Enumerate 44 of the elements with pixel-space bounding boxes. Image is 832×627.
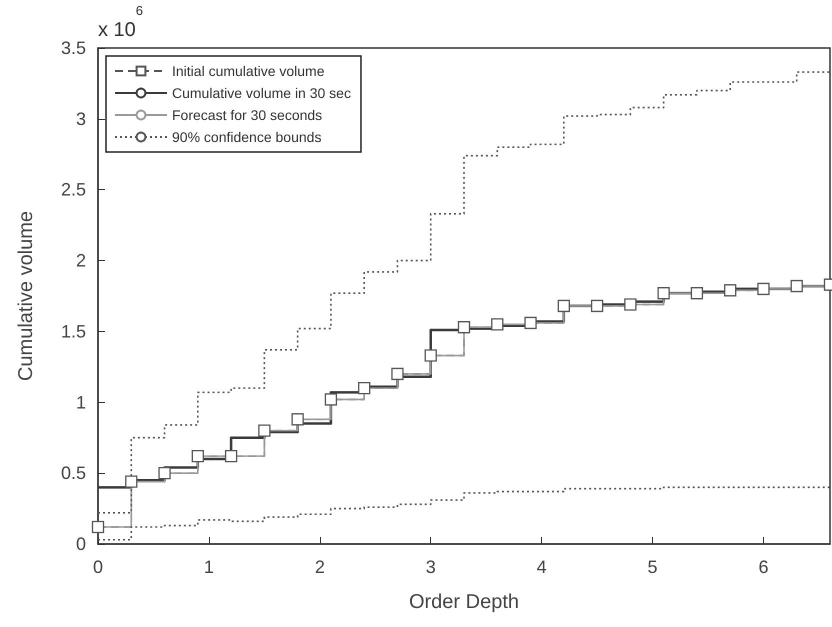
- point: [624, 298, 637, 311]
- y-axis-title: Cumulative volume: [15, 210, 37, 382]
- point: [358, 382, 370, 394]
- point: [291, 413, 304, 426]
- y-tick-label: 3.5: [60, 38, 86, 58]
- point: [158, 466, 171, 480]
- y-tick-label: 2: [76, 250, 86, 271]
- point: [690, 287, 704, 300]
- point: [790, 280, 803, 292]
- y-tick-label: 0.5: [60, 463, 86, 484]
- legend-label: Initial cumulative volume: [172, 63, 325, 79]
- legend-label: Forecast for 30 seconds: [172, 107, 322, 123]
- point: [491, 318, 504, 330]
- point: [258, 424, 271, 437]
- point: [125, 475, 138, 488]
- x-tick-label: 4: [536, 557, 547, 577]
- x-tick-label: 3: [426, 557, 436, 577]
- point: [757, 282, 770, 296]
- point: [192, 450, 204, 462]
- y-tick-label: 3: [76, 108, 86, 129]
- y-tick-label: 1.5: [60, 321, 86, 342]
- point: [424, 349, 437, 362]
- point: [590, 300, 604, 312]
- point: [224, 450, 238, 462]
- y-tick-label: 1: [76, 392, 86, 412]
- x-tick-label: 2: [314, 557, 325, 577]
- point: [391, 368, 404, 380]
- x-tick-label: 0: [92, 557, 104, 577]
- x-tick-label: 1: [204, 557, 214, 577]
- y-tick-label: 0: [76, 534, 86, 554]
- point: [324, 393, 338, 406]
- point: [92, 520, 104, 534]
- legend-label: Cumulative volume in 30 sec: [172, 85, 351, 101]
- point: [524, 316, 537, 330]
- point: [558, 300, 570, 312]
- point: [458, 321, 470, 334]
- x-axis-title: Order Depth: [408, 591, 520, 613]
- x-tick-label: 5: [648, 557, 658, 577]
- text: x 106: [98, 3, 144, 41]
- x-tick-label: 6: [758, 557, 768, 577]
- point: [657, 287, 670, 300]
- legend-label: 90% confidence bounds: [172, 129, 322, 145]
- y-tick-label: 2.5: [60, 180, 86, 200]
- point: [724, 284, 736, 296]
